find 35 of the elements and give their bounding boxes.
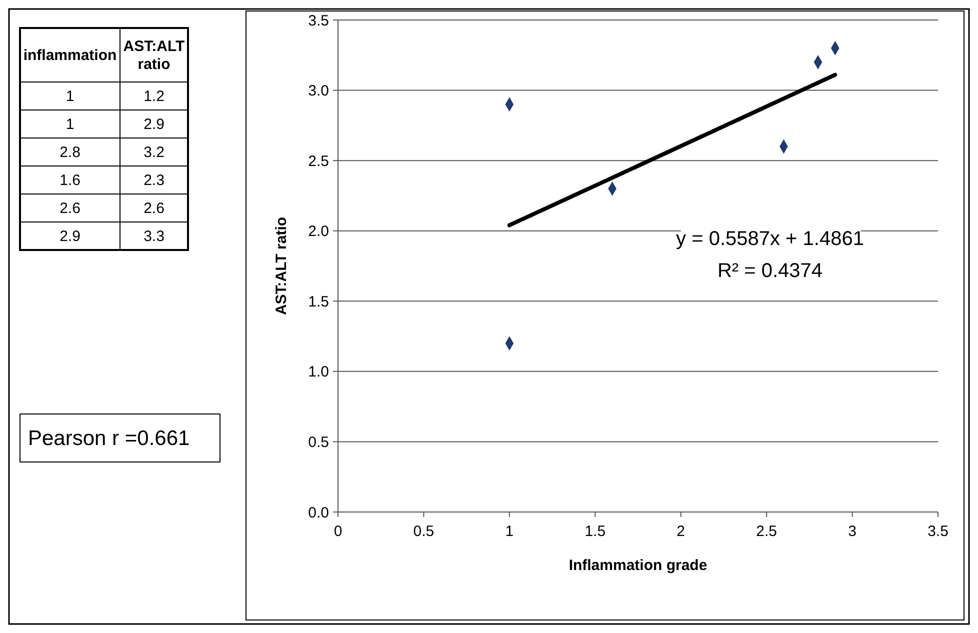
x-tick-label: 3.5 [928,523,948,540]
text: 3.2 [144,144,164,161]
text: 2.9 [60,228,80,245]
y-tick-label: 3.5 [308,12,329,30]
text: 1 [66,116,74,133]
x-tick-label: 1 [505,523,514,540]
x-tick-label: 0 [334,523,342,540]
x-axis-title: Inflammation grade [568,557,708,574]
text: AST:ALT ratio [123,38,185,73]
x-tick-label: 1.5 [584,523,606,540]
y-tick-label: 2.0 [308,223,329,240]
x-tick-label: 0.5 [413,523,434,540]
y-tick-label: 0.0 [308,504,329,522]
y-axis-title: AST:ALT ratio [273,216,290,316]
annotation: y = 0.5587x + 1.4861 [676,228,864,250]
y-tick-label: 2.5 [308,152,329,170]
x-tick-label: 3 [848,523,856,540]
x-tick-label: 2.5 [756,523,777,540]
y-tick-label: 1.0 [308,364,329,381]
x-tick-label: 2 [676,523,686,540]
y-tick-label: 1.5 [308,293,329,310]
text: 2.9 [144,116,164,133]
y-tick-label: 3.0 [308,82,329,100]
text: 1 [66,88,74,105]
text: 2.3 [144,172,164,189]
text: 1.2 [144,88,164,105]
text: inflammation [23,47,117,64]
text: 2.8 [60,144,80,161]
text: 2.6 [60,200,80,217]
y-tick-label: 0.5 [308,434,329,451]
text: Pearson r =0.661 [28,427,190,450]
text: 3.3 [144,228,164,245]
annotation: R² = 0.4374 [717,260,823,282]
text: 1.6 [60,172,80,189]
text: 2.6 [144,200,164,217]
